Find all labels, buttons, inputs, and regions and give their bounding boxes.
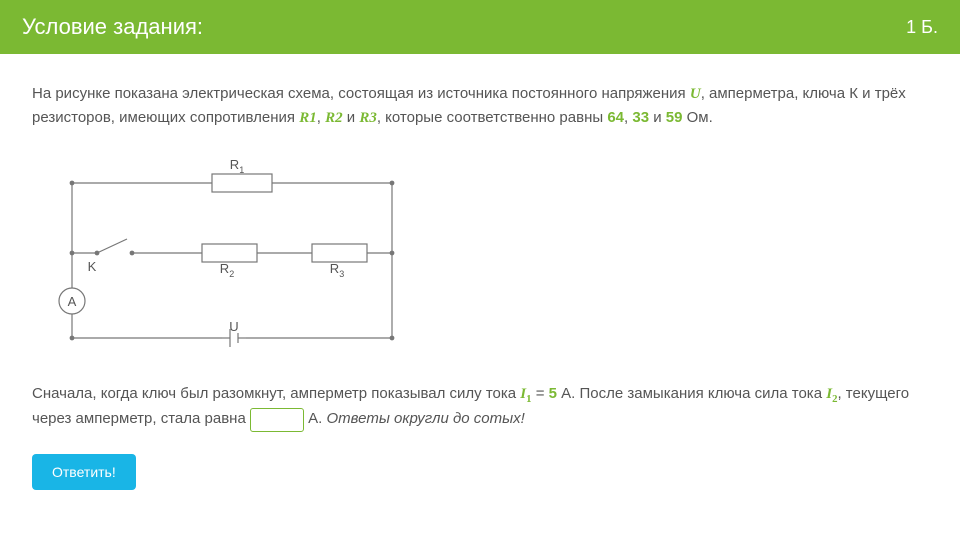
eq: =: [532, 385, 549, 402]
and2: и: [649, 109, 666, 126]
answer-input[interactable]: [250, 408, 304, 432]
and1: и: [343, 109, 360, 126]
q-text-1: Сначала, когда ключ был разомкнут, ампер…: [32, 385, 520, 402]
submit-button[interactable]: Ответить!: [32, 454, 136, 490]
p1-text-d: Ом.: [682, 109, 712, 126]
var-I2: I2: [826, 386, 837, 402]
unit: А.: [304, 410, 327, 427]
var-R2: R2: [325, 110, 343, 126]
p1-text-c: , которые соответственно равны: [377, 109, 607, 126]
task-title: Условие задания:: [22, 14, 203, 40]
task-content: На рисунке показана электрическая схема,…: [0, 54, 960, 510]
var-R1: R1: [299, 110, 317, 126]
svg-text:R2: R2: [220, 261, 234, 279]
task-points: 1 Б.: [906, 17, 938, 38]
rounding-note: Ответы округли до сотых!: [327, 410, 525, 427]
val-64: 64: [607, 109, 624, 126]
question-paragraph: Сначала, когда ключ был разомкнут, ампер…: [32, 382, 928, 432]
var-U: U: [690, 86, 701, 102]
circuit-svg: R1 K R2 R3 A U: [32, 153, 412, 353]
var-I1: I1: [520, 386, 531, 402]
task-header: Условие задания: 1 Б.: [0, 0, 960, 54]
q-text-2: А. После замыкания ключа сила тока: [557, 385, 826, 402]
svg-text:U: U: [229, 319, 238, 334]
svg-text:A: A: [68, 294, 77, 309]
var-R3: R3: [359, 110, 377, 126]
p1-text-a: На рисунке показана электрическая схема,…: [32, 85, 690, 102]
circuit-diagram: R1 K R2 R3 A U: [32, 153, 928, 360]
val-33: 33: [632, 109, 649, 126]
svg-text:K: K: [88, 259, 97, 274]
svg-text:R1: R1: [230, 157, 244, 175]
val-59: 59: [666, 109, 683, 126]
problem-paragraph: На рисунке показана электрическая схема,…: [32, 82, 928, 131]
svg-text:R3: R3: [330, 261, 344, 279]
comma1: ,: [317, 109, 325, 126]
val-I1: 5: [549, 385, 557, 402]
